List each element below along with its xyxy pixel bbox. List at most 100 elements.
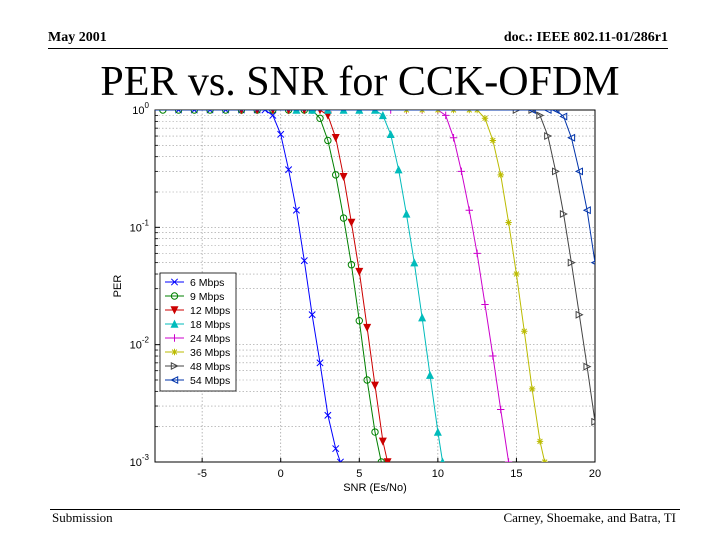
data-point-12-mbps [239, 110, 244, 115]
data-point-36-mbps [513, 270, 520, 278]
data-point-6-mbps [324, 411, 332, 419]
data-point-24-mbps [449, 134, 458, 142]
data-point-9-mbps [316, 114, 324, 122]
legend-entry-36-mbps: 36 Mbps [165, 347, 230, 359]
data-point-12-mbps [339, 173, 348, 182]
data-point-6-mbps [285, 166, 293, 174]
series-line-48-mbps [155, 110, 595, 422]
data-point-9-mbps [339, 214, 348, 222]
data-point-24-mbps [465, 206, 473, 214]
data-point-24-mbps [489, 352, 497, 360]
data-point-24-mbps [504, 458, 513, 462]
data-point-18-mbps [386, 130, 395, 139]
data-point-9-mbps [324, 136, 332, 145]
y-tick-label: 10-3 [130, 453, 150, 469]
y-tick-label: 10-2 [130, 336, 150, 352]
data-point-24-mbps [387, 110, 395, 114]
data-point-12-mbps [347, 218, 356, 227]
data-point-18-mbps [433, 427, 442, 436]
data-point-18-mbps [394, 165, 403, 174]
data-point-18-mbps [402, 209, 411, 218]
series-36-mbps [155, 110, 548, 462]
data-point-9-mbps [363, 376, 371, 384]
y-tick-label: 10-1 [130, 218, 150, 234]
data-point-12-mbps [331, 134, 340, 143]
footer-rule [50, 509, 680, 510]
series-line-12-mbps [155, 110, 389, 462]
data-point-36-mbps [505, 219, 512, 226]
data-point-48-mbps [559, 209, 568, 218]
legend-box [159, 272, 237, 392]
data-point-48-mbps [583, 362, 592, 371]
data-point-6-mbps [269, 111, 277, 119]
series-line-9-mbps [155, 110, 382, 462]
data-point-12-mbps [355, 267, 364, 276]
data-point-9-mbps [355, 317, 363, 325]
data-point-54-mbps [567, 133, 576, 142]
legend-label: 18 Mbps [190, 319, 230, 331]
legend-entry-12-mbps: 12 Mbps [165, 305, 230, 317]
y-tick-label: 100 [132, 101, 149, 117]
data-point-18-mbps [292, 110, 301, 114]
data-point-54-mbps [582, 206, 591, 215]
document-id: doc.: IEEE 802.11-01/286r1 [503, 30, 668, 45]
x-tick-label: 0 [278, 468, 284, 480]
data-point-9-mbps [377, 458, 385, 462]
series-line-54-mbps [155, 110, 595, 263]
x-tick-label: 15 [510, 468, 522, 480]
data-point-6-mbps [308, 311, 316, 319]
data-point-6-mbps [336, 458, 344, 462]
data-point-54-mbps [543, 110, 552, 115]
data-point-36-mbps [521, 328, 528, 335]
data-point-48-mbps [567, 258, 576, 267]
data-point-36-mbps [536, 438, 544, 445]
data-point-54-mbps [551, 110, 560, 115]
data-point-24-mbps [473, 249, 481, 258]
data-point-24-mbps [497, 405, 505, 414]
series-layer [155, 110, 595, 462]
data-point-54-mbps [559, 112, 568, 121]
data-point-6-mbps [332, 445, 340, 453]
data-point-6-mbps [292, 206, 300, 214]
series-54-mbps [155, 110, 595, 265]
legend: 6 Mbps 9 Mbps 12 Mbps 18 Mbps 24 Mbps 36 Mbps… [159, 272, 237, 392]
data-point-24-mbps [442, 111, 450, 120]
data-point-12-mbps [383, 458, 392, 462]
data-point-6-mbps [277, 130, 285, 138]
data-point-48-mbps [512, 110, 521, 115]
legend-label: 24 Mbps [190, 333, 230, 345]
data-point-18-mbps [410, 258, 419, 267]
data-point-36-mbps [528, 385, 536, 393]
data-point-12-mbps [370, 381, 380, 390]
plot-area: -5 0 5 10 15 20 100 10-1 10-2 10-3 [130, 101, 602, 480]
data-point-48-mbps [552, 167, 561, 176]
x-axis-label: SNR (Es/No) [343, 482, 407, 494]
header-rule [48, 48, 668, 49]
data-point-6-mbps [261, 110, 269, 114]
data-point-6-mbps [300, 257, 308, 265]
footer-submission: Submission [52, 510, 113, 525]
data-point-18-mbps [339, 110, 348, 114]
series-line-6-mbps [155, 110, 341, 462]
slide-title: PER vs. SNR for CCK-OFDM [100, 59, 620, 105]
series-line-18-mbps [155, 110, 444, 462]
legend-marker [170, 334, 179, 342]
data-point-18-mbps [355, 110, 364, 114]
x-tick-label: -5 [197, 468, 207, 480]
data-point-48-mbps [575, 310, 584, 319]
data-point-18-mbps [308, 110, 317, 114]
legend-marker [170, 319, 179, 328]
data-point-24-mbps [457, 167, 466, 176]
legend-label: 36 Mbps [190, 347, 230, 359]
data-point-36-mbps [497, 171, 504, 179]
data-point-9-mbps [332, 171, 340, 179]
legend-marker [170, 361, 179, 371]
series-line-36-mbps [155, 110, 546, 462]
series-18-mbps [155, 110, 445, 462]
data-point-48-mbps [544, 132, 553, 141]
data-point-18-mbps [440, 457, 445, 462]
data-point-54-mbps [574, 167, 583, 176]
legend-marker [170, 278, 179, 286]
legend-label: 6 Mbps [190, 277, 224, 289]
data-point-36-mbps [541, 458, 548, 462]
